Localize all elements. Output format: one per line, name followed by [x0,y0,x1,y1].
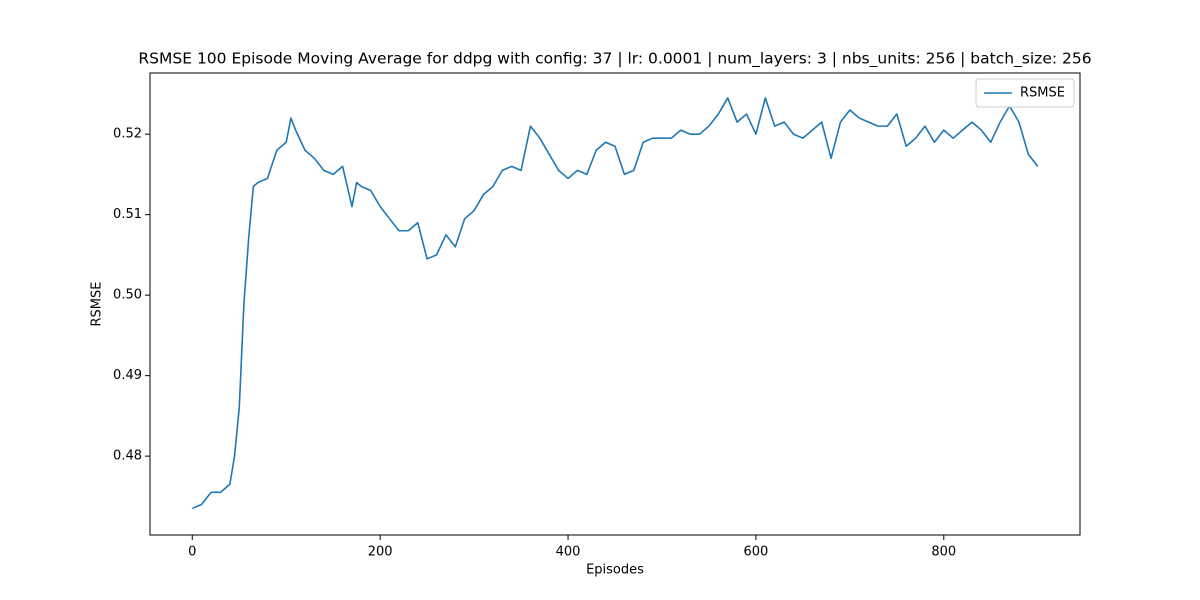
y-tick-label: 0.51 [113,207,142,222]
chart-title: RSMSE 100 Episode Moving Average for ddp… [138,50,1091,69]
x-tick-label: 200 [368,545,393,560]
line-series [191,97,1039,510]
y-tick-label: 0.49 [113,368,142,383]
x-tick-label: 600 [743,545,768,560]
legend-label: RSMSE [1020,86,1065,101]
x-tick-label: 0 [188,545,196,560]
legend-box [975,78,1075,108]
plot-frame [149,72,1081,536]
y-axis-label: RSMSE [90,282,105,327]
x-tick-label: 800 [931,545,956,560]
y-tick-label: 0.52 [113,127,142,142]
y-tick-label: 0.48 [113,449,142,464]
y-tick-label: 0.50 [113,288,142,303]
x-tick-label: 400 [556,545,581,560]
x-axis-label: Episodes [586,563,644,578]
